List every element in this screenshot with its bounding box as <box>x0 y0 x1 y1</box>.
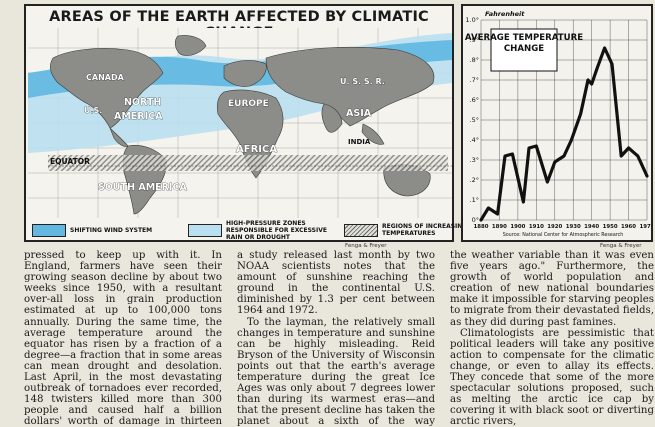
chart-y-tick-label: .2° <box>470 176 479 184</box>
chart-y-tick-label: .9° <box>470 36 479 44</box>
chart-x-tick-label: 1960 <box>621 224 636 230</box>
legend-label-rain: HIGH-PRESSURE ZONES RESPONSIBLE FOR EXCE… <box>226 219 327 241</box>
chart-x-tick-label: 1900 <box>510 224 525 230</box>
asia-shape <box>265 46 435 127</box>
chart-y-ticks: 0° .1° .2° .3° .4° .5° .6° .7° .8° .9° 1.0° <box>465 16 479 224</box>
temperature-series-line <box>479 46 649 222</box>
label-europe: EUROPE <box>228 99 269 109</box>
legend-label-wind: SHIFTING WIND SYSTEM <box>70 226 153 234</box>
chart-title-box: AVERAGE TEMPERATURE CHANGE <box>465 28 583 72</box>
chart-y-tick-label: .6° <box>470 96 479 104</box>
world-map: CANADA U.S. NORTH AMERICA EUROPE U. S. S… <box>28 28 452 218</box>
increasing-temperature-band <box>48 155 448 171</box>
north-america-shape <box>49 48 164 129</box>
legend-swatch-rain <box>188 223 222 237</box>
temperature-chart-figure: 0° .1° .2° .3° .4° .5° .6° .7° .8° .9° 1.0° 1880 18… <box>461 4 653 242</box>
chart-x-tick-label: 1880 <box>473 224 488 230</box>
chart-x-tick-label: 1970 <box>639 224 651 230</box>
legend-swatch-temp <box>344 223 378 237</box>
chart-unit-label: Fahrenheit <box>485 10 525 18</box>
article-column-2: a study released last month by two NOAA … <box>237 250 435 427</box>
chart-y-tick-label: .3° <box>470 156 479 164</box>
europe-shape <box>223 60 267 87</box>
chart-x-tick-label: 1920 <box>547 224 562 230</box>
temperature-chart: 0°.1°.2°.3°.4°.5°.6°.7°.8°.9°1.0° 1880 18… <box>465 10 651 238</box>
label-canada: CANADA <box>86 73 125 82</box>
legend-label-temp: REGIONS OF INCREASING TEMPERATURES <box>382 223 468 237</box>
chart-x-tick-label: 1930 <box>566 224 581 230</box>
article-column-1: pressed to keep up with it. In England, … <box>24 250 222 427</box>
label-south-america: SOUTH AMERICA <box>98 182 187 193</box>
chart-title: AVERAGE TEMPERATURE CHANGE <box>465 33 583 54</box>
chart-x-tick-label: 1940 <box>584 224 599 230</box>
label-ussr: U. S. S. R. <box>340 77 385 86</box>
legend-item-wind: SHIFTING WIND SYSTEM <box>32 223 188 237</box>
legend-item-temp: REGIONS OF INCREASING TEMPERATURES <box>344 223 500 237</box>
article-paragraph: pressed to keep up with it. In England, … <box>24 250 222 427</box>
article-column-3: the weather variable than it was even fi… <box>450 250 654 427</box>
chart-y-tick-label: .7° <box>470 76 479 84</box>
climate-map-figure: AREAS OF THE EARTH AFFECTED BY CLIMATIC … <box>24 4 467 242</box>
label-north: NORTH <box>124 97 161 108</box>
article-paragraph: a study released last month by two NOAA … <box>237 250 435 317</box>
chart-y-tick-label: 0° <box>472 216 479 224</box>
india-shape <box>321 103 343 133</box>
legend-item-rain: HIGH-PRESSURE ZONES RESPONSIBLE FOR EXCE… <box>188 220 344 241</box>
article-paragraph: To the layman, the relatively small chan… <box>237 316 435 427</box>
label-asia: ASIA <box>346 108 372 119</box>
label-equator: EQUATOR <box>50 157 90 166</box>
label-america: AMERICA <box>114 111 163 122</box>
map-legend: SHIFTING WIND SYSTEM HIGH-PRESSURE ZONES… <box>32 220 467 241</box>
article-paragraph: Climatologists are pessimistic that poli… <box>450 327 654 427</box>
legend-swatch-wind <box>32 223 66 237</box>
map-credit: Fenga & Freyer <box>345 243 387 249</box>
label-africa: AFRICA <box>236 144 277 155</box>
chart-y-tick-label: .8° <box>470 56 479 64</box>
southeast-asia-shape <box>361 123 385 145</box>
chart-x-tick-label: 1890 <box>492 224 507 230</box>
chart-x-tick-label: 1910 <box>529 224 544 230</box>
chart-y-tick-label: .5° <box>470 116 479 124</box>
chart-y-tick-label: .1° <box>470 196 479 204</box>
chart-y-tick-label: .4° <box>470 136 479 144</box>
label-india: INDIA <box>348 138 371 146</box>
label-us: U.S. <box>84 106 102 115</box>
article-paragraph: the weather variable than it was even fi… <box>450 250 654 328</box>
greenland-shape <box>174 35 207 56</box>
chart-x-tick-label: 1950 <box>603 224 618 230</box>
chart-y-tick-label: 1.0° <box>465 16 479 24</box>
chart-credit: Fenga & Freyer <box>600 243 642 249</box>
chart-source: Source: National Center for Atmospheric … <box>503 232 624 238</box>
